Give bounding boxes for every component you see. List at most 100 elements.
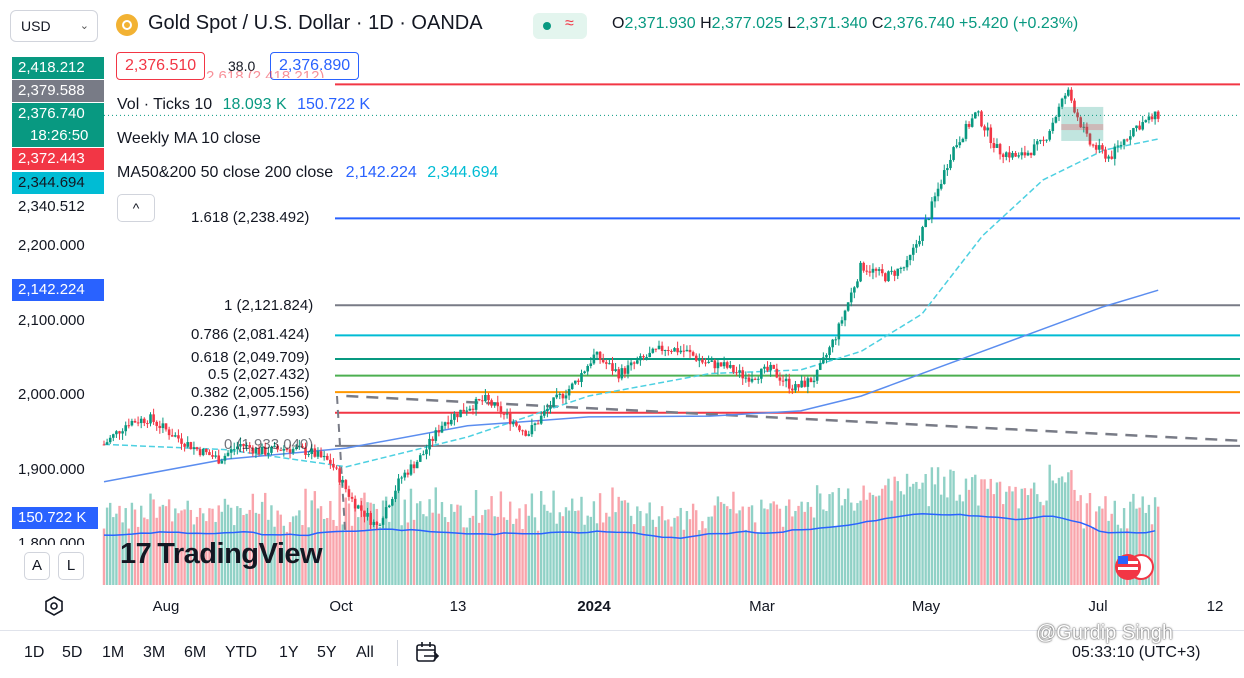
candle-body bbox=[248, 445, 252, 448]
volume-bar bbox=[747, 506, 751, 585]
volume-bar bbox=[1008, 486, 1011, 585]
volume-bar bbox=[164, 506, 168, 585]
y-tick-1800: 1,800.000 bbox=[18, 535, 85, 545]
candle-body bbox=[908, 254, 912, 261]
candle-body bbox=[837, 323, 841, 340]
volume-bar bbox=[679, 507, 682, 585]
volume-bar bbox=[704, 528, 707, 585]
volume-bar bbox=[189, 509, 193, 585]
volume-bar bbox=[127, 528, 131, 585]
position-box-loss bbox=[1061, 124, 1104, 131]
candle-body bbox=[942, 170, 946, 184]
volume-bar bbox=[1147, 504, 1151, 585]
volume-bar bbox=[685, 511, 689, 585]
chevron-down-icon: ⌄ bbox=[79, 20, 89, 32]
range-3m-button[interactable]: 3M bbox=[143, 644, 166, 661]
last-price-value: 2,376.740 bbox=[18, 105, 85, 122]
weekly-ma-legend[interactable]: Weekly MA 10 close bbox=[117, 130, 261, 147]
range-1y-button[interactable]: 1Y bbox=[279, 644, 299, 661]
candle-body bbox=[626, 365, 630, 374]
volume-bar bbox=[676, 516, 679, 585]
volume-bar bbox=[394, 495, 397, 585]
range-all-button[interactable]: All bbox=[356, 644, 374, 661]
volume-bar bbox=[381, 500, 385, 585]
candle-body bbox=[1017, 155, 1020, 157]
range-5d-button[interactable]: 5D bbox=[62, 644, 83, 661]
volume-bar bbox=[915, 481, 918, 585]
range-5y-button[interactable]: 5Y bbox=[317, 644, 337, 661]
candle-body bbox=[918, 240, 921, 245]
volume-bar bbox=[1029, 488, 1033, 585]
candle-body bbox=[304, 447, 307, 456]
volume-bar bbox=[614, 512, 617, 585]
volume-bar bbox=[735, 513, 738, 585]
volume-bar bbox=[738, 510, 741, 585]
candle-body bbox=[1004, 152, 1008, 157]
ma-legend[interactable]: MA50&200 50 close 200 close 2,142.224 2,… bbox=[117, 164, 498, 182]
candle-body bbox=[896, 268, 900, 276]
volume-bar bbox=[890, 500, 893, 585]
ma50-price-tag: 2,142.224 bbox=[12, 279, 104, 301]
y-tick-2100: 2,100.000 bbox=[18, 312, 85, 329]
currency-select[interactable]: USD ⌄ bbox=[10, 10, 98, 42]
volume-bar bbox=[924, 474, 927, 585]
log-scale-button[interactable]: L bbox=[58, 552, 84, 580]
trendline bbox=[346, 394, 1241, 442]
range-1m-button[interactable]: 1M bbox=[102, 644, 125, 661]
volume-bar bbox=[912, 483, 915, 585]
fibonacci-levels bbox=[104, 83, 1241, 531]
candle-body bbox=[391, 499, 394, 506]
market-status-badge[interactable]: ≈ bbox=[533, 13, 587, 39]
candle-body bbox=[952, 147, 955, 160]
price-chart[interactable] bbox=[0, 0, 1244, 630]
volume-bar bbox=[1020, 488, 1023, 585]
volume-bar bbox=[375, 508, 379, 585]
volume-bar bbox=[853, 510, 856, 585]
collapse-legend-button[interactable]: ^ bbox=[117, 194, 155, 222]
volume-bar bbox=[307, 527, 310, 585]
flags-icon[interactable] bbox=[1113, 552, 1157, 582]
volume-bar bbox=[155, 517, 158, 585]
volume-bar bbox=[450, 504, 453, 585]
volume-bar bbox=[288, 522, 292, 585]
candle-body bbox=[958, 142, 962, 146]
timezone-clock[interactable]: 05:33:10 (UTC+3) bbox=[1072, 644, 1201, 661]
candle-body bbox=[223, 455, 227, 461]
range-1d-button[interactable]: 1D bbox=[24, 644, 45, 661]
candle-body bbox=[1051, 122, 1055, 131]
buy-price-button[interactable]: 2,376.890 bbox=[270, 52, 360, 80]
candle-body bbox=[505, 413, 509, 415]
candle-body bbox=[552, 397, 555, 407]
volume-bar bbox=[440, 502, 444, 585]
tradingview-watermark: 17 TradingView bbox=[120, 538, 323, 571]
range-6m-button[interactable]: 6M bbox=[184, 644, 207, 661]
go-to-date-icon[interactable] bbox=[414, 640, 440, 666]
tradingview-logo-icon: 17 bbox=[120, 538, 152, 570]
volume-bar bbox=[1135, 508, 1138, 585]
candle-body bbox=[679, 350, 683, 353]
candle-body bbox=[211, 455, 214, 457]
auto-scale-button[interactable]: A bbox=[24, 552, 50, 580]
chart-settings-icon[interactable] bbox=[44, 596, 64, 616]
ohlc-close-key: C bbox=[871, 15, 884, 32]
candle-body bbox=[614, 369, 617, 372]
candle-body bbox=[880, 269, 884, 274]
candle-body bbox=[803, 380, 807, 387]
candle-body bbox=[400, 477, 403, 479]
volume-bar bbox=[1036, 494, 1039, 585]
range-ytd-button[interactable]: YTD bbox=[225, 644, 257, 661]
volume-bar bbox=[229, 507, 233, 585]
volume-bar bbox=[970, 477, 974, 585]
symbol-title[interactable]: Gold Spot / U.S. Dollar · 1D · OANDA bbox=[148, 12, 483, 34]
volume-bar bbox=[825, 510, 828, 585]
volume-bar bbox=[921, 482, 924, 585]
candle-body bbox=[992, 143, 996, 148]
volume-legend[interactable]: Vol · Ticks 10 18.093 K 150.722 K bbox=[117, 96, 370, 114]
candle-body bbox=[1001, 154, 1005, 157]
volume-bar bbox=[933, 484, 937, 585]
volume-bar bbox=[481, 515, 484, 585]
candle-body bbox=[387, 505, 391, 508]
candle-body bbox=[874, 268, 878, 271]
ma-short-line bbox=[103, 138, 1159, 468]
sell-price-button[interactable]: 2,376.510 bbox=[116, 52, 206, 80]
